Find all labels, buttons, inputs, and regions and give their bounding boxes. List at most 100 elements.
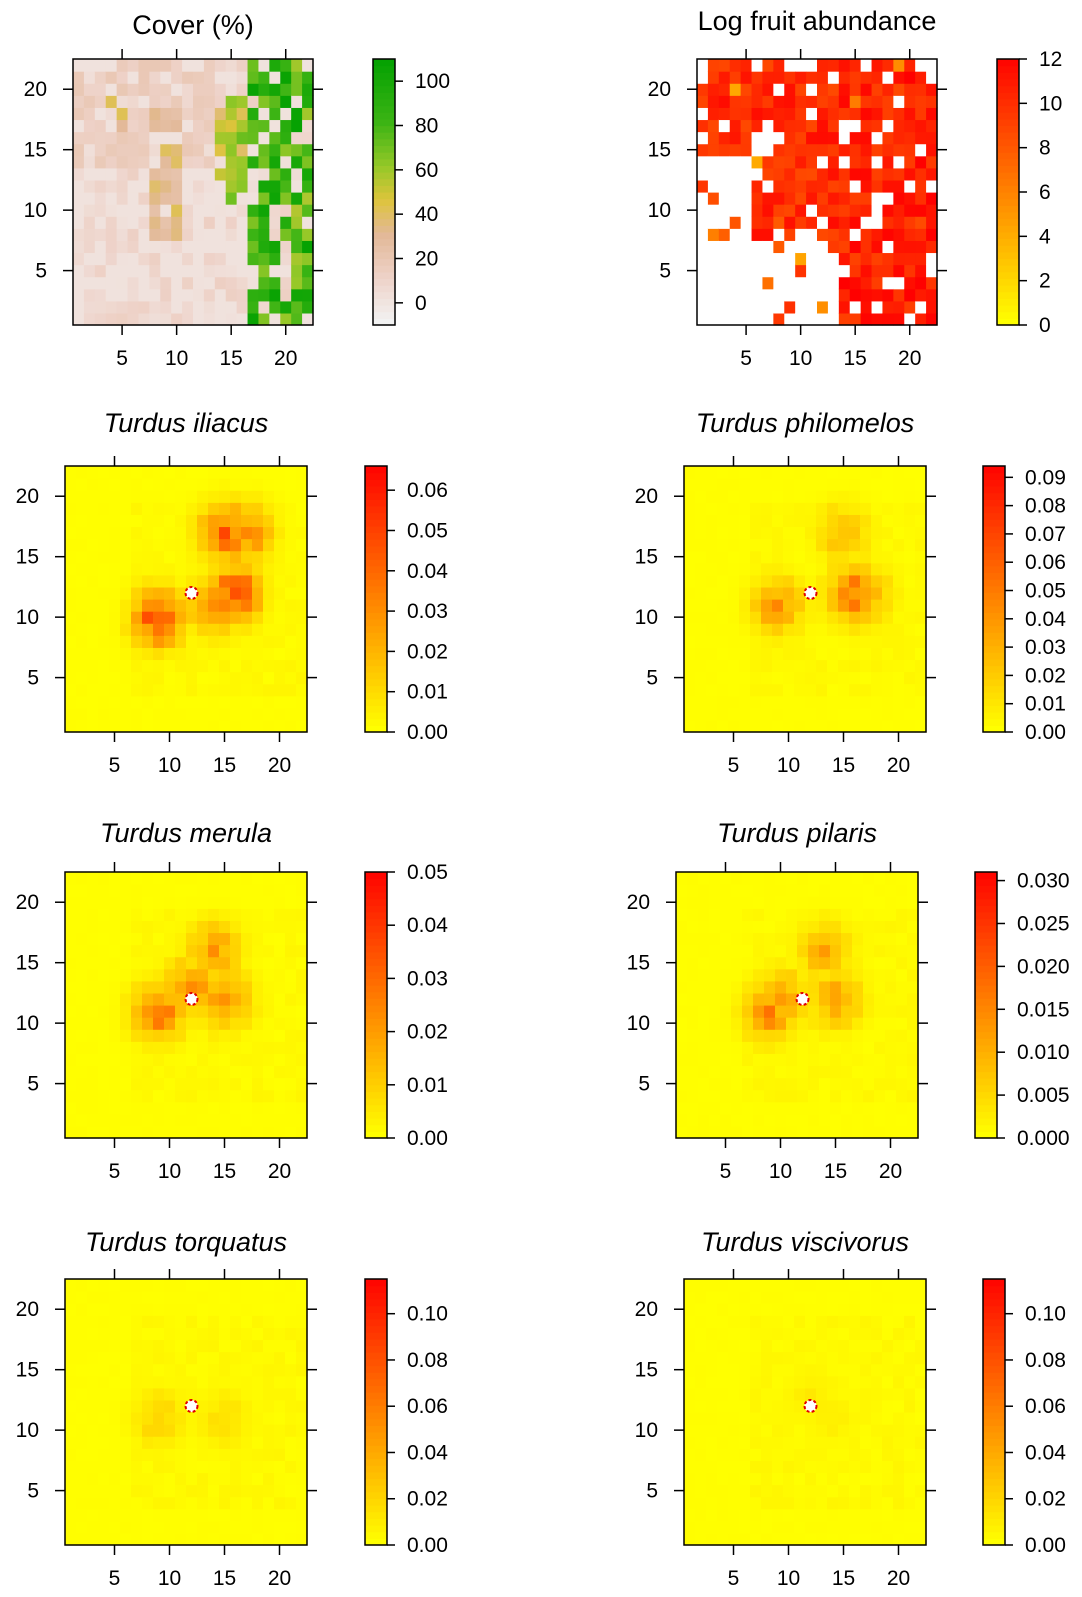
colorbar-segment bbox=[983, 1305, 1005, 1313]
heatmap-cell bbox=[695, 526, 707, 540]
heatmap-cell bbox=[728, 1339, 740, 1353]
heatmap-cell bbox=[731, 968, 743, 982]
heatmap-cell bbox=[849, 288, 862, 302]
heatmap-cell bbox=[794, 466, 806, 479]
heatmap-cell bbox=[153, 1532, 165, 1546]
heatmap-cell bbox=[193, 300, 205, 314]
heatmap-cell bbox=[838, 192, 851, 205]
heatmap-cell bbox=[893, 1399, 905, 1413]
heatmap-cell bbox=[904, 1532, 916, 1546]
heatmap-cell bbox=[274, 956, 286, 970]
heatmap-cell bbox=[164, 707, 176, 721]
heatmap-cell bbox=[728, 635, 740, 648]
heatmap-cell bbox=[230, 1424, 242, 1437]
heatmap-cell bbox=[109, 1279, 121, 1292]
heatmap-cell bbox=[164, 623, 176, 636]
heatmap-cell bbox=[827, 240, 840, 254]
heatmap-cell bbox=[285, 719, 297, 733]
heatmap-cell bbox=[203, 288, 216, 302]
heatmap-cell bbox=[109, 968, 121, 982]
heatmap-cell bbox=[285, 1327, 297, 1341]
colorbar-segment bbox=[373, 132, 395, 140]
heatmap-cell bbox=[186, 1508, 198, 1522]
heatmap-cell bbox=[171, 155, 183, 169]
heatmap-cell bbox=[739, 1448, 751, 1461]
heatmap-cell bbox=[120, 1315, 132, 1328]
heatmap-cell bbox=[874, 920, 886, 934]
heatmap-cell bbox=[731, 1077, 743, 1091]
heatmap-cell bbox=[915, 1315, 927, 1328]
heatmap-cell bbox=[94, 179, 107, 193]
heatmap-cell bbox=[153, 478, 165, 491]
heatmap-cell bbox=[164, 574, 176, 588]
heatmap-cell bbox=[285, 659, 297, 673]
heatmap-cell bbox=[164, 1448, 176, 1461]
heatmap-cell bbox=[740, 276, 753, 290]
heatmap-cell bbox=[296, 502, 308, 515]
heatmap-cell bbox=[698, 1089, 710, 1103]
colorbar-segment bbox=[983, 1312, 1005, 1320]
heatmap-cell bbox=[230, 1089, 242, 1103]
heatmap-cell bbox=[849, 526, 861, 540]
y-tick-label: 20 bbox=[635, 485, 658, 508]
heatmap-cell bbox=[230, 944, 242, 958]
heatmap-cell bbox=[252, 1436, 264, 1449]
heatmap-cell bbox=[263, 538, 275, 552]
heatmap-cell bbox=[186, 1029, 198, 1042]
heatmap-cell bbox=[98, 707, 110, 721]
heatmap-cell bbox=[65, 1339, 77, 1353]
heatmap-cell bbox=[241, 1279, 253, 1292]
heatmap-cell bbox=[871, 635, 883, 648]
heatmap-cell bbox=[893, 538, 905, 552]
heatmap-cell bbox=[772, 659, 784, 673]
x-tick-label: 5 bbox=[740, 347, 752, 370]
colorbar-segment bbox=[983, 1318, 1005, 1327]
heatmap-cell bbox=[750, 478, 762, 491]
heatmap-cell bbox=[819, 992, 831, 1006]
heatmap-cell bbox=[882, 179, 894, 193]
heatmap-cell bbox=[695, 1520, 707, 1534]
colorbar-segment bbox=[983, 592, 1005, 600]
heatmap-cell bbox=[214, 252, 227, 266]
colorbar-segment bbox=[983, 605, 1005, 613]
heatmap-cell bbox=[225, 240, 238, 254]
heatmap-cell bbox=[302, 71, 314, 84]
heatmap-cell bbox=[871, 719, 883, 733]
heatmap-cell bbox=[698, 896, 710, 909]
heatmap-cell bbox=[860, 1315, 872, 1328]
colorbar-segment bbox=[365, 652, 387, 660]
heatmap-cell bbox=[94, 192, 107, 205]
heatmap-cell bbox=[236, 288, 249, 302]
heatmap-cell bbox=[852, 944, 864, 958]
heatmap-cell bbox=[263, 1508, 275, 1522]
heatmap-cell bbox=[742, 1125, 754, 1139]
heatmap-cell bbox=[684, 526, 696, 540]
heatmap-cell bbox=[76, 1460, 88, 1474]
panel-title: Cover (%) bbox=[132, 10, 254, 40]
heatmap-cell bbox=[197, 1029, 209, 1042]
heatmap-cell bbox=[904, 1496, 916, 1510]
heatmap-cell bbox=[816, 1327, 828, 1341]
heatmap-cell bbox=[175, 1327, 187, 1341]
heatmap-cell bbox=[718, 276, 731, 290]
heatmap-cell bbox=[142, 586, 154, 600]
heatmap-cell bbox=[915, 659, 927, 673]
heatmap-cell bbox=[762, 228, 774, 241]
heatmap-cell bbox=[296, 980, 308, 994]
heatmap-cell bbox=[182, 300, 194, 314]
heatmap-cell bbox=[676, 872, 688, 885]
heatmap-cell bbox=[98, 695, 110, 709]
heatmap-cell bbox=[131, 659, 143, 673]
heatmap-cell bbox=[153, 872, 165, 885]
heatmap-cell bbox=[907, 992, 919, 1006]
heatmap-cell bbox=[225, 119, 238, 133]
heatmap-cell bbox=[860, 1424, 872, 1437]
heatmap-cell bbox=[795, 143, 807, 157]
heatmap-cell bbox=[783, 538, 795, 552]
heatmap-cell bbox=[728, 599, 740, 612]
heatmap-cell bbox=[127, 71, 140, 84]
colorbar-segment bbox=[983, 479, 1005, 487]
heatmap-cell bbox=[131, 550, 143, 564]
heatmap-cell bbox=[882, 466, 894, 479]
colorbar-segment bbox=[983, 685, 1005, 693]
